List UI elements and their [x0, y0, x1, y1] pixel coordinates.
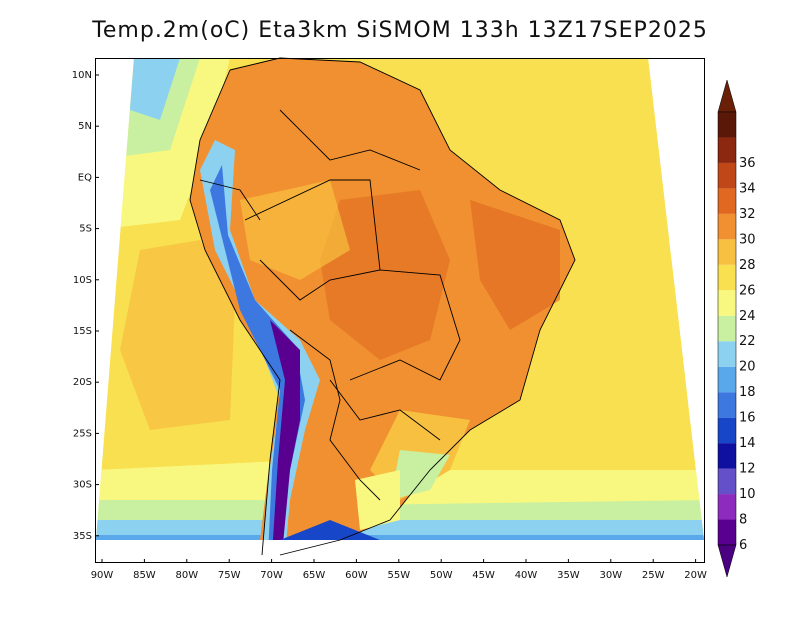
- colorbar-segment: [718, 341, 736, 367]
- lat-label-eq: EQ: [78, 172, 92, 183]
- lat-label-20s: 20S: [73, 377, 92, 388]
- field-interior-hot: [320, 190, 450, 360]
- colorbar-segment: [718, 315, 736, 342]
- colorbar-outline: [717, 111, 737, 546]
- lon-label-75w: 75W: [218, 570, 241, 581]
- field-uruguay: [355, 470, 400, 530]
- border-west-coast: [189, 69, 281, 556]
- lon-label-35w: 35W: [557, 570, 580, 581]
- lat-label-10n: 10N: [72, 70, 92, 81]
- colorbar-label-14: 14: [739, 436, 756, 451]
- colorbar: 6 8 10 12 14 16 18 20 22 24 26 28 30 32 34 36: [717, 79, 756, 578]
- colorbar-label-18: 18: [739, 385, 756, 400]
- colorbar-segment: [718, 239, 736, 265]
- map-title: Temp.2m(oC) Eta3km SiSMOM 133h 13Z17SEP2…: [92, 18, 708, 43]
- field-patagonia: [265, 520, 380, 540]
- latitude-labels: 10N 5N EQ 5S 10S 15S 20S 25S 30S 35S: [72, 70, 99, 542]
- field-andes-core: [270, 320, 300, 540]
- lat-label-25s: 25S: [73, 428, 92, 439]
- colorbar-label-22: 22: [739, 334, 756, 349]
- field-amazon: [240, 180, 350, 280]
- colorbar-label-32: 32: [739, 207, 756, 222]
- field-pacific-warm: [120, 240, 235, 430]
- colorbar-label-36: 36: [739, 156, 756, 171]
- colorbar-segment: [718, 417, 736, 444]
- colorbar-label-16: 16: [739, 411, 756, 426]
- field-south-brazil-cool: [390, 450, 450, 500]
- lon-label-25w: 25W: [642, 570, 665, 581]
- lon-label-60w: 60W: [345, 570, 368, 581]
- lon-label-80w: 80W: [175, 570, 198, 581]
- colorbar-label-26: 26: [739, 283, 756, 298]
- colorbar-arrow-high: [717, 79, 737, 113]
- colorbar-label-28: 28: [739, 258, 756, 273]
- colorbar-arrow-low: [717, 544, 737, 578]
- colorbar-segment: [718, 264, 736, 291]
- border-brazil-central: [349, 269, 461, 381]
- lon-label-55w: 55W: [387, 570, 410, 581]
- lon-label-20w: 20W: [684, 570, 707, 581]
- border-north: [279, 109, 421, 171]
- colorbar-label-34: 34: [739, 181, 756, 196]
- colorbar-label-12: 12: [739, 462, 756, 477]
- colorbar-label-24: 24: [739, 309, 756, 324]
- colorbar-segment: [718, 112, 736, 138]
- lat-label-15s: 15S: [73, 326, 92, 337]
- colorbar-segment: [718, 519, 736, 545]
- colorbar-segment: [718, 290, 736, 316]
- map-frame: [95, 58, 705, 563]
- colorbar-segment: [718, 494, 736, 520]
- colorbar-label-30: 30: [739, 232, 756, 247]
- border-coastline: [229, 57, 576, 556]
- field-atlantic-mid: [560, 240, 704, 380]
- colorbar-segment: [718, 137, 736, 163]
- colorbar-segment: [718, 468, 736, 495]
- temperature-field: [96, 58, 704, 540]
- colorbar-segment: [718, 443, 736, 469]
- colorbar-segment: [718, 213, 736, 240]
- field-northeast-hot: [470, 200, 560, 330]
- field-south-band3: [96, 520, 704, 540]
- colorbar-segment: [718, 188, 736, 214]
- lon-label-90w: 90W: [91, 570, 114, 581]
- lon-label-70w: 70W: [260, 570, 283, 581]
- lon-label-50w: 50W: [430, 570, 453, 581]
- lon-label-65w: 65W: [303, 570, 326, 581]
- field-pacific-nw3: [130, 58, 180, 120]
- colorbar-segment: [718, 392, 736, 418]
- lon-label-40w: 40W: [515, 570, 538, 581]
- lon-label-85w: 85W: [133, 570, 156, 581]
- colorbar-segment: [718, 366, 736, 393]
- lat-label-35s: 35S: [73, 531, 92, 542]
- colorbar-label-10: 10: [739, 487, 756, 502]
- political-borders: [189, 57, 576, 556]
- lat-label-10s: 10S: [73, 275, 92, 286]
- border-ecuador-peru: [199, 179, 261, 221]
- border-argentina: [289, 329, 381, 501]
- longitude-labels: 90W 85W 80W 75W 70W 65W 60W 55W 50W 45W 40W 35W 30W 2…: [91, 559, 707, 581]
- colorbar-label-8: 8: [739, 513, 747, 528]
- lon-label-30w: 30W: [599, 570, 622, 581]
- lat-label-30s: 30S: [73, 480, 92, 491]
- lon-label-45w: 45W: [472, 570, 495, 581]
- border-paraguay: [329, 379, 441, 441]
- lat-label-5n: 5N: [78, 121, 92, 132]
- colorbar-label-6: 6: [739, 538, 747, 553]
- colorbar-label-20: 20: [739, 360, 756, 375]
- colorbar-segment: [718, 162, 736, 189]
- lat-label-5s: 5S: [79, 224, 92, 235]
